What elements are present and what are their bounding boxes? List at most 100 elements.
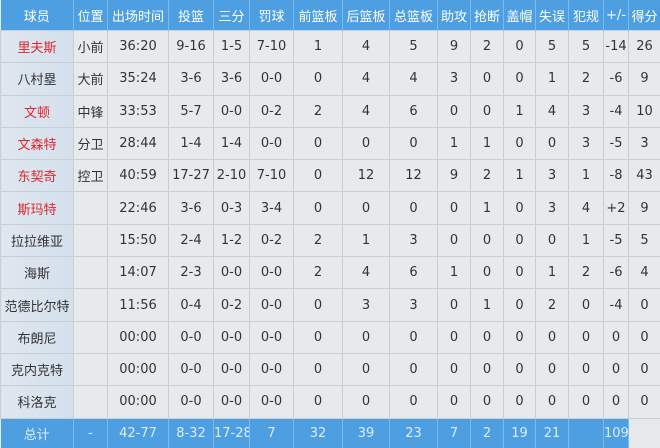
stat-cell: 0-0 xyxy=(250,289,294,321)
stat-cell: 5 xyxy=(569,31,604,63)
player-name[interactable]: 海斯 xyxy=(1,257,74,289)
stat-cell: 0 xyxy=(504,31,536,63)
player-name[interactable]: 东契奇 xyxy=(1,160,74,192)
stat-cell: 1-4 xyxy=(214,127,250,159)
column-header[interactable]: 抢断 xyxy=(471,0,504,31)
stat-cell: 9-16 xyxy=(169,31,214,63)
stat-cell: 36:20 xyxy=(108,31,169,63)
player-name[interactable]: 拉拉维亚 xyxy=(1,224,74,256)
column-header[interactable]: 投篮 xyxy=(169,0,214,31)
column-header[interactable]: 得分 xyxy=(629,0,660,31)
stat-cell: 22:46 xyxy=(108,192,169,224)
stat-cell: 大前 xyxy=(74,63,108,95)
stat-cell: 0 xyxy=(343,353,390,385)
player-name[interactable]: 文顿 xyxy=(1,95,74,127)
stat-cell: -4 xyxy=(604,95,629,127)
player-name[interactable]: 八村塁 xyxy=(1,63,74,95)
stat-cell: -8 xyxy=(604,160,629,192)
column-header[interactable]: 位置 xyxy=(74,0,108,31)
player-name[interactable]: 斯玛特 xyxy=(1,192,74,224)
stat-cell: 2 xyxy=(294,224,343,256)
player-name[interactable]: 布朗尼 xyxy=(1,321,74,353)
player-name[interactable]: 里夫斯 xyxy=(1,31,74,63)
stat-cell: 1-5 xyxy=(214,31,250,63)
stat-cell: 0-0 xyxy=(214,257,250,289)
stat-cell: 0 xyxy=(504,224,536,256)
stat-cell: 1 xyxy=(504,160,536,192)
stat-cell: 3 xyxy=(390,224,438,256)
stat-cell: 3-6 xyxy=(169,63,214,95)
column-header[interactable]: 球员 xyxy=(1,0,74,31)
column-header[interactable]: 三分 xyxy=(214,0,250,31)
stat-cell: -4 xyxy=(604,289,629,321)
stat-cell: 0 xyxy=(294,160,343,192)
stat-cell xyxy=(74,224,108,256)
column-header[interactable]: 出场时间 xyxy=(108,0,169,31)
stat-cell: 控卫 xyxy=(74,160,108,192)
stat-cell: 4 xyxy=(343,257,390,289)
column-header[interactable]: 后篮板 xyxy=(343,0,390,31)
stat-cell: 1 xyxy=(536,63,569,95)
column-header[interactable]: 犯规 xyxy=(569,0,604,31)
stat-cell: 0-0 xyxy=(250,63,294,95)
stat-cell: 1 xyxy=(294,31,343,63)
player-name[interactable]: 科洛克 xyxy=(1,386,74,418)
column-header[interactable]: 前篮板 xyxy=(294,0,343,31)
stat-cell: 9 xyxy=(629,192,660,224)
player-name[interactable]: 文森特 xyxy=(1,127,74,159)
stat-cell: 26 xyxy=(629,31,660,63)
stat-cell: 0-0 xyxy=(214,353,250,385)
stat-cell: 0-3 xyxy=(214,192,250,224)
stat-cell: 7-10 xyxy=(250,160,294,192)
total-label: 总计 xyxy=(1,418,74,448)
stat-cell: 1 xyxy=(471,127,504,159)
player-name[interactable]: 克内克特 xyxy=(1,353,74,385)
stat-cell: 0 xyxy=(343,321,390,353)
stat-cell xyxy=(74,386,108,418)
stat-cell: 0 xyxy=(390,353,438,385)
stat-cell: 0-2 xyxy=(214,289,250,321)
stat-cell: 0-0 xyxy=(250,353,294,385)
stat-cell: 0 xyxy=(569,386,604,418)
stat-cell: 3 xyxy=(629,127,660,159)
player-name[interactable]: 范德比尔特 xyxy=(1,289,74,321)
column-header[interactable]: 助攻 xyxy=(438,0,471,31)
stat-cell: 28:44 xyxy=(108,127,169,159)
stat-cell: 0 xyxy=(536,386,569,418)
stat-cell: 1 xyxy=(536,257,569,289)
stat-cell: 33:53 xyxy=(108,95,169,127)
stat-cell: 6 xyxy=(390,257,438,289)
stat-cell: 0 xyxy=(504,386,536,418)
total-cell: 7 xyxy=(438,418,471,448)
total-cell: 39 xyxy=(343,418,390,448)
stat-cell: 2-10 xyxy=(214,160,250,192)
stat-cell: 1 xyxy=(569,224,604,256)
column-header[interactable]: 失误 xyxy=(536,0,569,31)
stat-cell: 0 xyxy=(504,63,536,95)
stat-cell: -6 xyxy=(604,63,629,95)
stat-cell: 0-0 xyxy=(169,353,214,385)
stat-cell: -5 xyxy=(604,224,629,256)
stat-cell: 0 xyxy=(629,289,660,321)
total-cell xyxy=(569,418,604,448)
stat-cell xyxy=(74,192,108,224)
stat-cell: 4 xyxy=(629,257,660,289)
column-header[interactable]: +/- xyxy=(604,0,629,31)
stat-cell: 0 xyxy=(504,353,536,385)
stat-cell: 0 xyxy=(294,192,343,224)
stat-cell: 0 xyxy=(471,224,504,256)
stat-cell: 15:50 xyxy=(108,224,169,256)
column-header[interactable]: 罚球 xyxy=(250,0,294,31)
stat-cell: 5 xyxy=(629,224,660,256)
stat-cell: 3 xyxy=(390,289,438,321)
column-header[interactable]: 盖帽 xyxy=(504,0,536,31)
stat-cell: 14:07 xyxy=(108,257,169,289)
column-header[interactable]: 总篮板 xyxy=(390,0,438,31)
stat-cell: 3 xyxy=(438,63,471,95)
